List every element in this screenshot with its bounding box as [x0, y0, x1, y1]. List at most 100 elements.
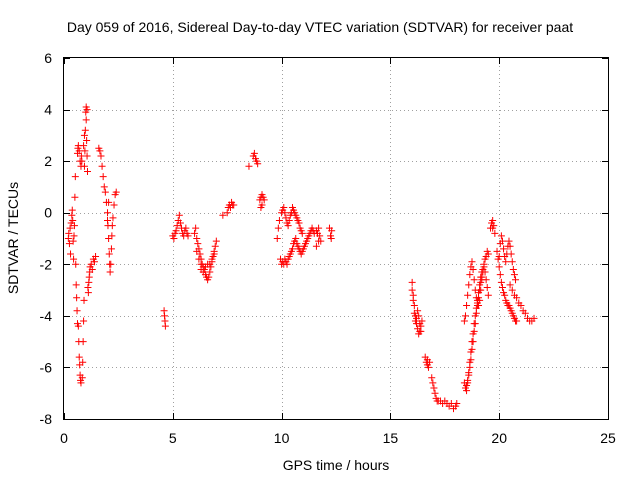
data-point	[70, 222, 78, 230]
y-tick-label: -2	[40, 256, 53, 272]
data-point	[510, 271, 518, 279]
data-point	[275, 216, 283, 224]
axis-ticks	[64, 58, 609, 420]
data-point	[467, 348, 475, 356]
data-point	[513, 294, 521, 302]
data-point	[298, 229, 306, 237]
data-point	[109, 214, 117, 222]
y-axis-label: SDTVAR / TECUs	[5, 182, 21, 294]
data-point	[428, 374, 436, 382]
data-point	[245, 162, 253, 170]
data-point	[461, 312, 469, 320]
data-point	[508, 258, 516, 266]
data-point	[101, 188, 109, 196]
data-point	[430, 384, 438, 392]
data-point	[106, 268, 114, 276]
data-point	[77, 379, 85, 387]
data-point	[477, 273, 485, 281]
data-point	[295, 219, 303, 227]
data-point	[107, 245, 115, 253]
data-point	[206, 260, 214, 268]
data-point	[184, 232, 192, 240]
data-point	[77, 162, 85, 170]
data-point	[497, 232, 505, 240]
data-point	[312, 242, 320, 250]
data-point	[506, 242, 514, 250]
data-point	[210, 250, 218, 258]
data-point	[280, 204, 288, 212]
data-point	[496, 271, 504, 279]
data-point	[98, 162, 106, 170]
data-point	[505, 237, 513, 245]
data-point	[423, 356, 431, 364]
data-point	[250, 149, 258, 157]
data-point	[495, 263, 503, 271]
data-point	[176, 219, 184, 227]
data-points	[64, 103, 538, 413]
data-point	[509, 265, 517, 273]
data-point	[288, 245, 296, 253]
data-point	[71, 193, 79, 201]
data-point	[473, 296, 481, 304]
data-point	[197, 260, 205, 268]
data-point	[463, 387, 471, 395]
data-point	[315, 237, 323, 245]
data-point	[73, 307, 81, 315]
x-tick-label: 10	[274, 430, 290, 446]
data-point	[470, 276, 478, 284]
data-point	[464, 291, 472, 299]
y-tick-label: 0	[44, 205, 52, 221]
data-point	[75, 353, 83, 361]
data-point	[497, 278, 505, 286]
data-point	[476, 281, 484, 289]
data-point	[92, 253, 100, 261]
data-point	[463, 302, 471, 310]
data-point	[97, 152, 105, 160]
data-point	[67, 250, 75, 258]
data-point	[108, 222, 116, 230]
x-axis-label: GPS time / hours	[283, 457, 390, 473]
data-point	[191, 229, 199, 237]
data-point	[453, 400, 461, 408]
data-point	[105, 250, 113, 258]
data-point	[431, 389, 439, 397]
data-point	[110, 201, 118, 209]
data-point	[513, 317, 521, 325]
data-point	[104, 216, 112, 224]
data-point	[283, 260, 291, 268]
data-point	[470, 320, 478, 328]
data-point	[107, 260, 115, 268]
data-point	[66, 224, 74, 232]
y-tick-label: -6	[40, 359, 53, 375]
data-point	[172, 227, 180, 235]
data-point	[530, 314, 538, 322]
data-point	[73, 294, 81, 302]
data-point	[415, 312, 423, 320]
data-point	[416, 320, 424, 328]
data-point	[208, 255, 216, 263]
data-point	[75, 147, 83, 155]
data-point	[100, 183, 108, 191]
data-point	[489, 224, 497, 232]
data-point	[408, 278, 416, 286]
data-point	[175, 211, 183, 219]
x-tick-label: 20	[491, 430, 507, 446]
data-point	[112, 188, 120, 196]
data-point	[521, 309, 529, 317]
y-tick-label: 2	[44, 153, 52, 169]
data-point	[469, 265, 477, 273]
data-point	[83, 106, 91, 114]
data-point	[478, 268, 486, 276]
data-point	[281, 209, 289, 217]
data-point	[508, 286, 516, 294]
data-point	[193, 247, 201, 255]
data-point	[219, 211, 227, 219]
data-point	[410, 302, 418, 310]
data-point	[409, 296, 417, 304]
data-point	[72, 260, 80, 268]
data-point	[69, 216, 77, 224]
y-tick-label: 4	[44, 102, 52, 118]
data-point	[260, 196, 268, 204]
data-point	[491, 229, 499, 237]
data-point	[76, 157, 84, 165]
